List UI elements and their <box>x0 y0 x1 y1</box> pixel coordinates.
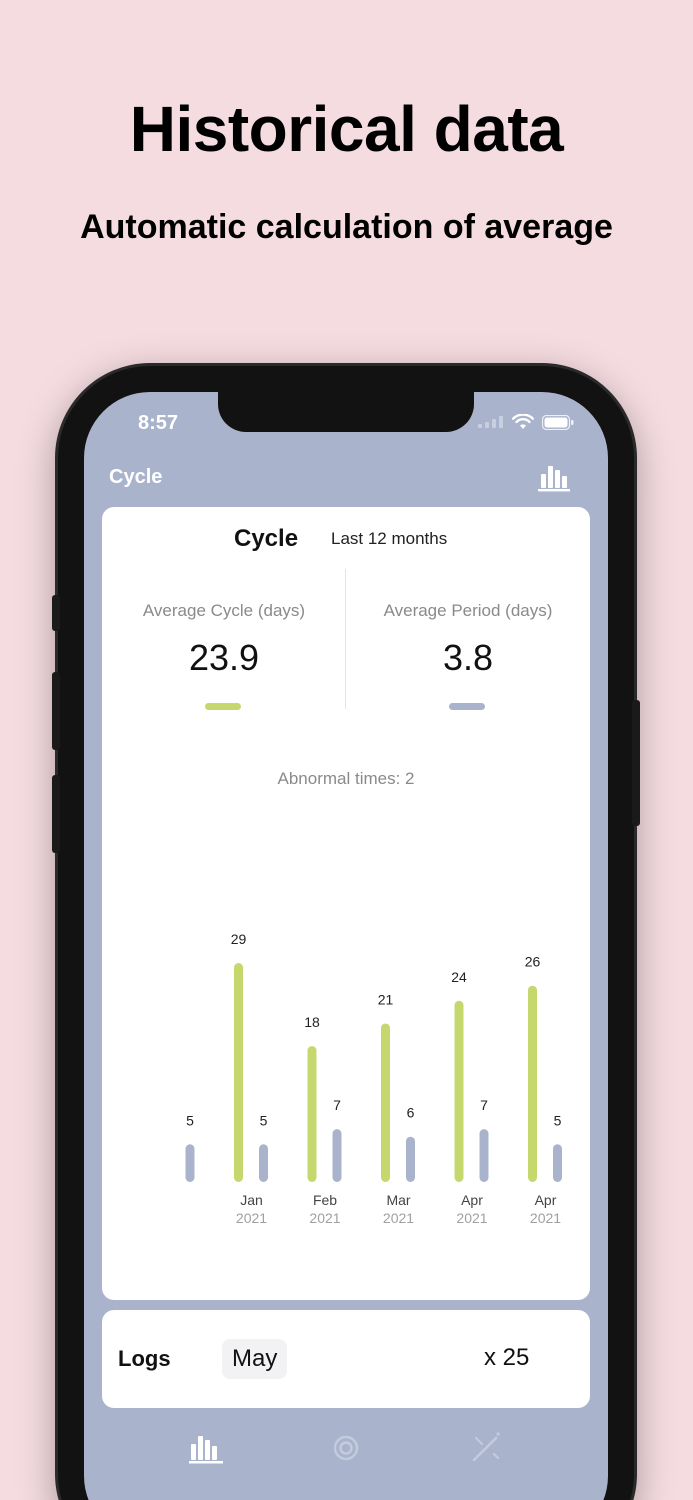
logs-count: x 25 <box>484 1344 530 1371</box>
cycle-bar <box>381 1023 390 1182</box>
notch <box>218 392 474 432</box>
period-bar <box>553 1144 562 1182</box>
cycle-bar <box>454 1000 464 1182</box>
year-tick-label: 2021 <box>383 1210 414 1226</box>
period-bar-label: 5 <box>186 1112 194 1128</box>
period-color-swatch <box>449 703 485 710</box>
month-tick-label: Jan <box>240 1192 263 1208</box>
period-bar <box>406 1136 415 1182</box>
abnormal-count: Abnormal times: 2 <box>277 769 415 788</box>
bar-chart-icon[interactable] <box>538 460 570 492</box>
signal-icon <box>478 416 503 428</box>
month-tick-label: Apr <box>535 1192 557 1208</box>
promo-headline: Historical data <box>129 93 564 165</box>
status-time: 8:57 <box>138 412 179 434</box>
cycle-bar <box>307 1046 317 1182</box>
card-title: Cycle <box>234 525 299 552</box>
status-icons <box>478 414 574 430</box>
period-bar-label: 7 <box>333 1097 341 1113</box>
period-bar-label: 5 <box>554 1112 562 1128</box>
wifi-icon <box>512 414 534 429</box>
cycle-chart-svg: 5 29 5 Jan 2021 18 7 Feb 2021 21 6 Mar 2021 24 7 Apr 202… <box>185 931 608 1226</box>
period-bar <box>259 1144 268 1182</box>
period-bar <box>185 1144 195 1182</box>
month-tick-label: Mar <box>386 1192 410 1208</box>
app-screen: 8:57 Cycle Cycle Last 12 months Averag <box>84 392 608 1500</box>
range-selector[interactable]: Last 12 months <box>331 529 448 548</box>
battery-icon <box>542 414 574 430</box>
period-bar <box>479 1129 489 1182</box>
promo-subheadline: Automatic calculation of average <box>80 208 613 246</box>
period-bar-label: 6 <box>407 1105 415 1121</box>
logs-card[interactable]: Logs May x 25 <box>102 1310 590 1408</box>
stat-divider <box>345 569 346 709</box>
year-tick-label: 2021 <box>309 1210 340 1226</box>
cycle-bar-label: 24 <box>451 969 467 985</box>
year-tick-label: 2021 <box>530 1210 561 1226</box>
phone-volume-up <box>52 672 60 750</box>
phone-side-button <box>52 595 60 631</box>
tab-magic-wand-icon[interactable] <box>466 1428 506 1468</box>
period-bar-label: 5 <box>260 1112 268 1128</box>
avg-period-label: Average Period (days) <box>383 601 553 620</box>
avg-cycle-label: Average Cycle (days) <box>142 601 306 620</box>
period-bar-label: 7 <box>480 1097 488 1113</box>
tab-bar <box>84 1422 608 1482</box>
period-bar <box>332 1129 342 1182</box>
month-tick-label: Apr <box>461 1192 483 1208</box>
cycle-bar-label: 21 <box>378 991 394 1007</box>
avg-cycle-value: 23.9 <box>188 637 260 678</box>
cycle-bar-label: 26 <box>525 954 541 970</box>
year-tick-label: 2021 <box>456 1210 487 1226</box>
month-tick-label: Feb <box>313 1192 337 1208</box>
logs-label: Logs <box>118 1346 171 1371</box>
cycle-bar <box>234 963 243 1182</box>
cycle-color-swatch <box>205 703 241 710</box>
tab-statistics-bar-chart-icon[interactable] <box>186 1428 226 1468</box>
cycle-bar-label: 29 <box>231 931 247 947</box>
avg-period-value: 3.8 <box>442 637 494 678</box>
cycle-bar <box>528 985 537 1182</box>
tab-target-icon[interactable] <box>326 1428 366 1468</box>
phone-volume-down <box>52 775 60 853</box>
phone-power-button <box>632 700 640 826</box>
cycle-bar-label: 18 <box>304 1014 320 1030</box>
nav-title: Cycle <box>109 466 163 488</box>
logs-month-selector[interactable]: May <box>222 1339 288 1379</box>
cycle-chart[interactable]: 5 29 5 Jan 2021 18 7 Feb 2021 21 6 Mar 2021 24 7 Apr 202… <box>102 907 608 1247</box>
year-tick-label: 2021 <box>236 1210 267 1226</box>
cycle-summary-card: Cycle Last 12 months Average Cycle (days… <box>102 507 608 1300</box>
